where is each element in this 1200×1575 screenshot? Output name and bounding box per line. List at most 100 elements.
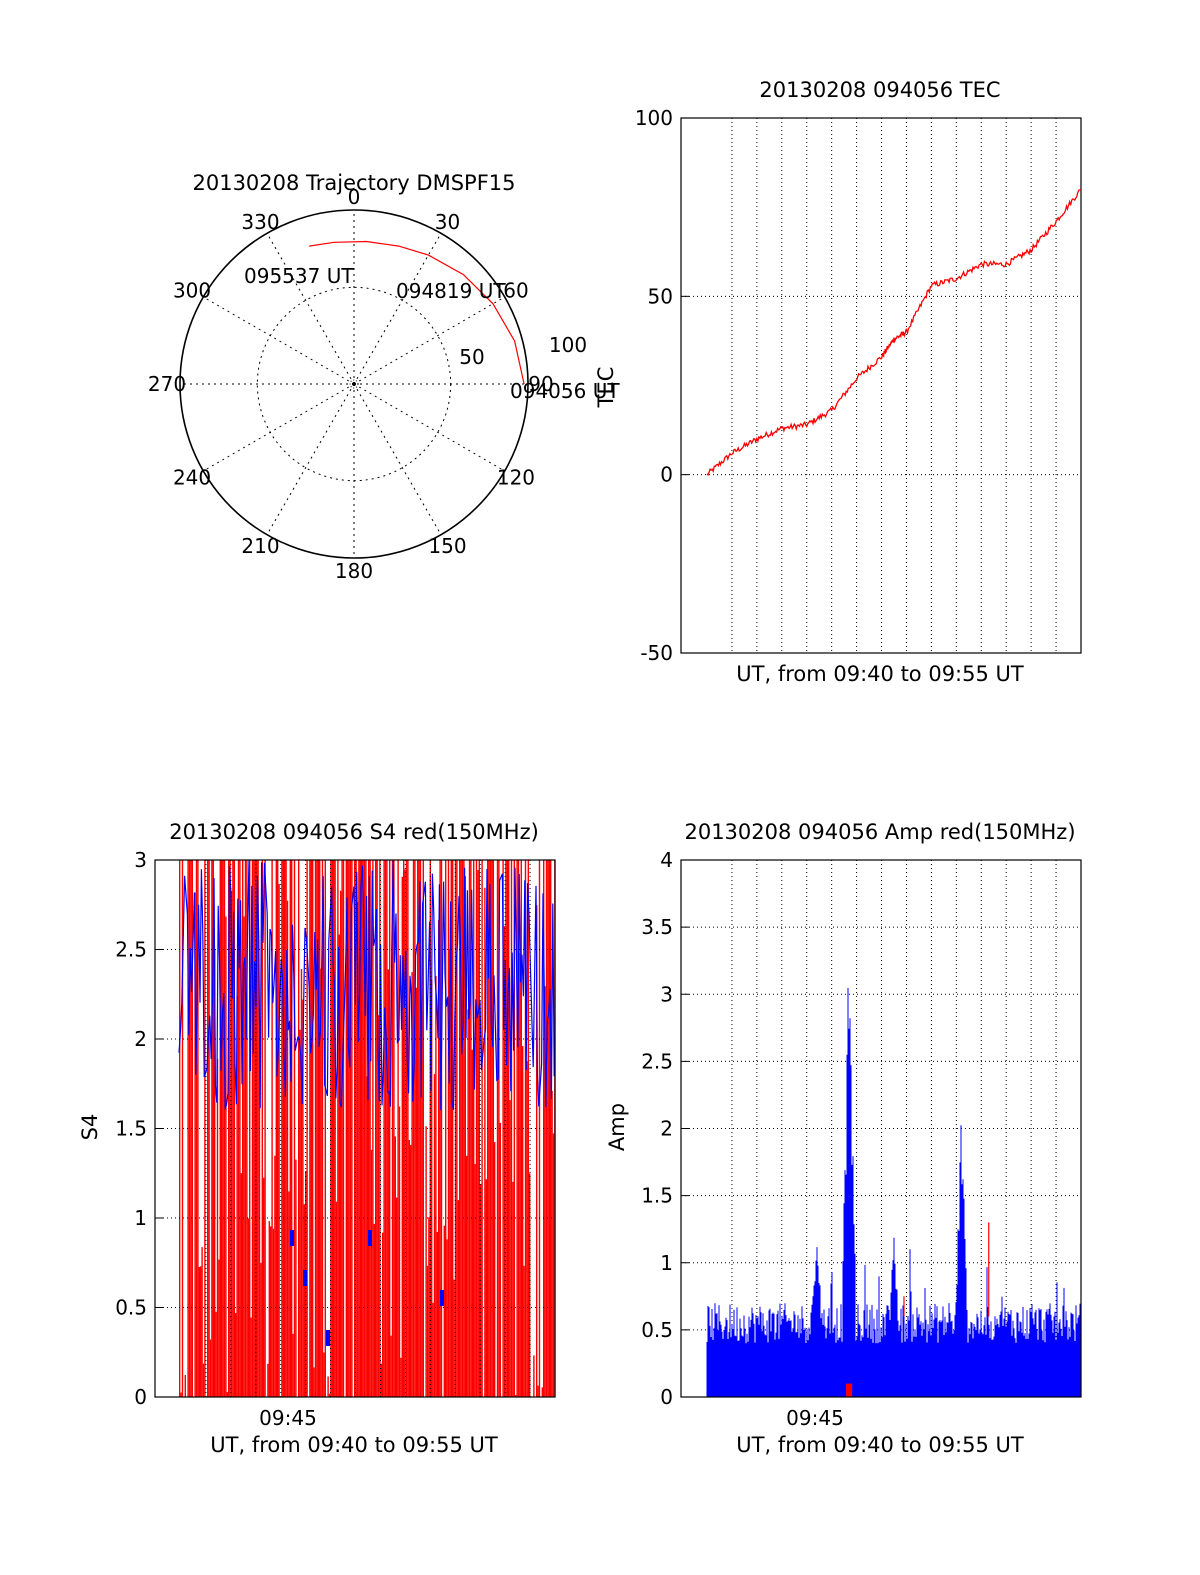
s4-red-bar bbox=[470, 860, 472, 1397]
s4-red-bar bbox=[456, 860, 458, 1397]
s4-red-bar bbox=[414, 860, 416, 1397]
polar-azimuth-label-180: 180 bbox=[335, 559, 373, 583]
s4-red-bar bbox=[410, 1144, 412, 1397]
s4-red-bar bbox=[550, 860, 552, 1397]
s4-red-bar bbox=[386, 860, 388, 1397]
s4-red-bar bbox=[275, 860, 277, 1397]
s4-red-bar bbox=[503, 926, 506, 1397]
s4-red-bar bbox=[389, 860, 391, 1397]
s4-red-bar bbox=[312, 860, 314, 1397]
amp-bars bbox=[706, 988, 1081, 1397]
tec-y-axis-label: TEC bbox=[594, 367, 618, 409]
s4-red-bar bbox=[331, 860, 333, 1397]
amp-y-tick-label: 0 bbox=[660, 1385, 673, 1409]
s4-red-bar bbox=[354, 860, 356, 1397]
s4-red-bar bbox=[345, 860, 347, 1397]
trajectory-line bbox=[309, 240, 525, 385]
s4-y-tick-label: 2 bbox=[134, 1027, 147, 1051]
s4-red-bar bbox=[380, 1363, 382, 1397]
s4-red-bar bbox=[355, 860, 357, 1397]
s4-red-bar bbox=[202, 1363, 205, 1397]
s4-x-tick-label: 09:45 bbox=[259, 1406, 317, 1430]
s4-red-bar bbox=[288, 1191, 290, 1397]
s4-red-bar bbox=[370, 1149, 373, 1397]
s4-red-bar bbox=[260, 1262, 262, 1397]
s4-red-bar bbox=[445, 860, 447, 1397]
s4-y-axis-label: S4 bbox=[78, 1114, 102, 1141]
s4-red-bar bbox=[519, 952, 521, 1397]
s4-red-bar bbox=[361, 860, 363, 1397]
s4-red-bar bbox=[417, 860, 419, 1397]
s4-red-bar bbox=[313, 1367, 315, 1397]
s4-red-bar bbox=[436, 1232, 438, 1397]
polar-azimuth-label-60: 60 bbox=[503, 279, 528, 303]
s4-red-bar bbox=[267, 1363, 269, 1397]
s4-red-bar bbox=[232, 860, 234, 1397]
s4-red-bar bbox=[340, 890, 342, 1397]
s4-red-bar bbox=[526, 1061, 528, 1397]
s4-title: 20130208 094056 S4 red(150MHz) bbox=[169, 820, 539, 844]
s4-red-bar bbox=[216, 1058, 219, 1397]
polar-grid bbox=[179, 209, 529, 559]
s4-red-bar bbox=[544, 986, 546, 1397]
s4-red-bar bbox=[464, 876, 466, 1397]
s4-red-bar bbox=[505, 860, 507, 1397]
s4-red-bar bbox=[230, 890, 233, 1397]
s4-red-bar bbox=[533, 1355, 535, 1397]
s4-red-bar bbox=[359, 860, 361, 1397]
s4-red-bar bbox=[408, 1140, 410, 1397]
s4-red-bar bbox=[443, 1225, 445, 1397]
s4-red-bar bbox=[298, 860, 300, 1397]
s4-red-bar bbox=[384, 860, 387, 1397]
s4-red-bar bbox=[204, 860, 206, 1397]
polar-azimuth-label-150: 150 bbox=[428, 534, 466, 558]
s4-red-bar bbox=[228, 860, 230, 1397]
s4-red-bar bbox=[333, 860, 335, 1397]
s4-red-bar bbox=[522, 1046, 524, 1397]
s4-red-bar bbox=[263, 1177, 265, 1397]
amp-chart: 20130208 094056 Amp red(150MHz) 4 3.5 3 2.5… bbox=[605, 820, 1082, 1457]
s4-red-bar bbox=[197, 860, 199, 1397]
s4-red-bar bbox=[198, 1267, 200, 1397]
polar-spoke-330 bbox=[266, 233, 355, 385]
s4-red-bar bbox=[446, 1239, 448, 1397]
s4-red-bar bbox=[435, 976, 437, 1397]
s4-red-bar bbox=[188, 860, 191, 1397]
s4-red-bar bbox=[397, 860, 399, 1397]
s4-red-bar bbox=[421, 1011, 423, 1397]
s4-red-bar bbox=[242, 860, 244, 1397]
tec-title: 20130208 094056 TEC bbox=[759, 78, 1000, 102]
s4-red-bar bbox=[258, 1040, 261, 1397]
tec-y-tick-label: 100 bbox=[635, 106, 673, 130]
s4-red-bar bbox=[468, 860, 471, 1397]
s4-red-bar bbox=[400, 1357, 402, 1397]
s4-red-bar bbox=[466, 1155, 468, 1397]
s4-red-bar bbox=[180, 1392, 182, 1397]
amp-y-axis-label: Amp bbox=[605, 1103, 629, 1151]
polar-azimuth-label-270: 270 bbox=[148, 372, 186, 396]
s4-red-bar bbox=[432, 1302, 434, 1397]
s4-red-bar bbox=[461, 860, 464, 1397]
s4-red-bar bbox=[452, 860, 454, 1397]
s4-red-bar bbox=[527, 860, 529, 1397]
s4-red-bar bbox=[383, 860, 385, 1397]
amp-y-tick-label: 0.5 bbox=[641, 1318, 673, 1342]
s4-red-bar bbox=[187, 860, 189, 1397]
polar-azimuth-label-210: 210 bbox=[241, 534, 279, 558]
s4-red-bar bbox=[368, 860, 370, 1397]
amp-y-tick-label: 2 bbox=[660, 1117, 673, 1141]
s4-red-bar bbox=[515, 1395, 517, 1397]
s4-red-bar bbox=[226, 1392, 228, 1397]
trajectory-annotation-094819: 094819 UT bbox=[396, 279, 506, 303]
polar-center bbox=[349, 379, 359, 389]
s4-red-bar bbox=[365, 860, 367, 1397]
s4-y-tick-label: 2.5 bbox=[115, 938, 147, 962]
s4-red-bar bbox=[412, 860, 415, 1397]
s4-red-bar bbox=[548, 860, 550, 1397]
s4-red-bar bbox=[449, 949, 451, 1397]
s4-red-bar bbox=[324, 860, 326, 1397]
s4-red-bar bbox=[477, 870, 479, 1397]
s4-blue-mark bbox=[290, 1230, 294, 1246]
s4-red-bar bbox=[396, 1197, 398, 1397]
